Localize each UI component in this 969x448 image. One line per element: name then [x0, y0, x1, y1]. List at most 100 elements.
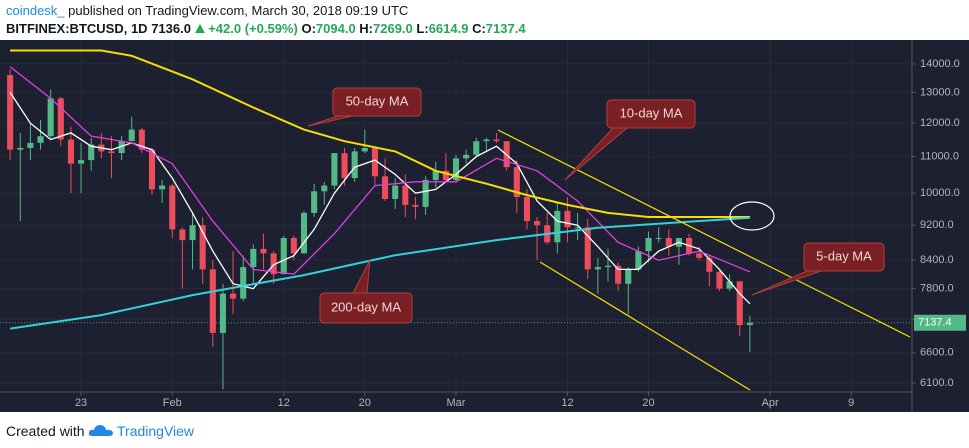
- candle-body: [138, 129, 145, 150]
- candle-body: [726, 281, 733, 289]
- y-tick-label: 13000.0: [920, 86, 960, 98]
- candle-body: [371, 147, 378, 177]
- x-tick-label: Mar: [447, 397, 466, 409]
- y-tick-label: 8400.0: [920, 254, 954, 266]
- callout-label: 200-day MA: [331, 299, 401, 314]
- candle-body: [270, 253, 277, 275]
- footer: Created with TradingView: [0, 412, 969, 448]
- axes: 6100.06600.07200.07800.08400.09200.01000…: [75, 58, 966, 409]
- change: +42.0 (+0.59%): [208, 21, 298, 36]
- author[interactable]: coindesk_: [6, 3, 65, 18]
- candle-body: [7, 75, 14, 150]
- drawings: [497, 129, 911, 391]
- candle-body: [615, 265, 622, 284]
- callout-label: 10-day MA: [620, 105, 683, 120]
- candle-body: [574, 227, 581, 229]
- brand[interactable]: TradingView: [117, 423, 195, 439]
- published: published on TradingView.com, March 30, …: [68, 3, 409, 18]
- header-line: BITFINEX:BTCUSD, 1D 7136.0 +42.0 (+0.59%…: [6, 21, 526, 36]
- candle-body: [746, 322, 753, 326]
- candle-body: [240, 267, 247, 299]
- candle-body: [696, 253, 703, 258]
- ohlc-label: C:: [472, 21, 486, 36]
- candle-body: [209, 269, 216, 333]
- candle-body: [736, 281, 743, 326]
- ohlc-value: 7269.0: [373, 21, 413, 36]
- candle-body: [473, 141, 480, 155]
- candle-body: [321, 185, 328, 192]
- header: coindesk_ published on TradingView.com, …: [0, 0, 969, 40]
- symbol: BITFINEX:BTCUSD, 1D: [6, 21, 148, 36]
- last-price-box: [914, 314, 966, 331]
- candle-body: [534, 221, 541, 226]
- candle-body: [311, 191, 318, 213]
- x-tick-label: 20: [359, 397, 371, 409]
- candle-body: [300, 212, 308, 254]
- candle-body: [513, 167, 520, 198]
- candle-body: [382, 176, 389, 199]
- candle-body: [351, 151, 358, 179]
- highlight-circle: [729, 201, 775, 231]
- callout-label: 5-day MA: [816, 248, 872, 263]
- candle-body: [665, 237, 672, 247]
- candle-body: [493, 139, 500, 142]
- candle-body: [432, 170, 439, 180]
- candle-body: [159, 185, 166, 190]
- plot: [0, 49, 912, 390]
- annotations: 5-day MA 10-day MA 50-day MA 200-day MA: [307, 87, 885, 324]
- ohlc-label: L:: [416, 21, 429, 36]
- candle-body: [331, 153, 338, 186]
- candle-body: [584, 227, 591, 270]
- y-tick-label: 6100.0: [920, 377, 954, 389]
- x-tick-label: Apr: [762, 397, 779, 409]
- candle-body: [716, 271, 723, 289]
- candle-body: [290, 237, 297, 254]
- candle-body: [280, 237, 287, 275]
- candle-body: [47, 98, 54, 137]
- x-tick-label: Feb: [163, 397, 182, 409]
- candle-body: [564, 210, 571, 228]
- callout-label: 50-day MA: [346, 93, 409, 108]
- candle-body: [57, 98, 64, 140]
- candle-body: [523, 197, 530, 222]
- candle-body: [452, 158, 460, 180]
- candle-body: [118, 141, 125, 154]
- y-tick-label: 10000.0: [920, 187, 960, 199]
- candle-body: [463, 154, 470, 159]
- moving-average: [9, 66, 751, 275]
- price: 7136.0: [151, 21, 191, 36]
- footer-text: Created with: [6, 423, 85, 439]
- candle-body: [442, 170, 449, 180]
- candle-body: [78, 160, 85, 164]
- candle-body: [199, 225, 206, 270]
- x-tick-label: 12: [278, 397, 290, 409]
- candle-body: [604, 265, 612, 268]
- candle-body: [392, 185, 399, 199]
- header-line: coindesk_ published on TradingView.com, …: [6, 3, 408, 18]
- candle-body: [594, 267, 601, 270]
- candle-body: [27, 142, 34, 148]
- candle-body: [341, 153, 348, 179]
- candle-body: [554, 210, 561, 243]
- candle-body: [402, 185, 409, 205]
- trend-line: [497, 129, 911, 338]
- candle-body: [128, 129, 135, 142]
- candle-body: [17, 147, 24, 150]
- callout-box: [803, 242, 885, 272]
- x-tick-label: 12: [561, 397, 573, 409]
- candle-body: [250, 248, 257, 268]
- last-price-label: 7137.4: [918, 317, 952, 329]
- ohlc-label: H:: [359, 21, 374, 36]
- chart-background: [0, 40, 969, 412]
- candle-body: [260, 248, 267, 254]
- ohlc-value: 7094.0: [315, 21, 356, 36]
- candle-body: [625, 269, 632, 284]
- x-tick-label: 9: [848, 397, 854, 409]
- callout-box: [606, 99, 696, 129]
- x-tick-label: 23: [75, 397, 87, 409]
- candle-body: [230, 293, 237, 299]
- candle-body: [635, 251, 642, 270]
- moving-average: [10, 49, 750, 218]
- y-tick-label: 7800.0: [920, 283, 954, 295]
